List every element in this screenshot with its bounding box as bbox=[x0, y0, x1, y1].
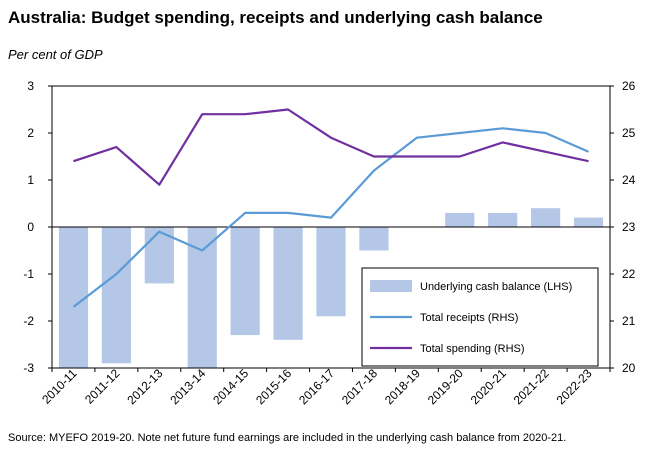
x-tick-label-2010-11: 2010-11 bbox=[39, 366, 80, 407]
chart-subtitle: Per cent of GDP bbox=[8, 47, 103, 62]
bar-cash-balance-2022-23 bbox=[573, 217, 604, 227]
x-tick-label-2019-20: 2019-20 bbox=[425, 366, 466, 407]
chart-source-note: Source: MYEFO 2019-20. Note net future f… bbox=[8, 432, 567, 444]
right-tick-label: 20 bbox=[622, 361, 636, 375]
left-tick-label: -3 bbox=[23, 361, 34, 375]
x-tick-label-2020-21: 2020-21 bbox=[468, 366, 509, 407]
x-tick-label-2013-14: 2013-14 bbox=[167, 366, 208, 407]
line-total-receipts-rhs bbox=[72, 127, 589, 308]
bar-cash-balance-2019-20 bbox=[445, 212, 475, 227]
left-tick-label: 3 bbox=[27, 79, 34, 93]
legend-label: Total receipts (RHS) bbox=[420, 312, 518, 324]
bar-cash-balance-2011-12 bbox=[101, 227, 131, 364]
x-tick-label-2012-13: 2012-13 bbox=[124, 366, 165, 407]
left-tick-label: -1 bbox=[23, 267, 34, 281]
x-tick-label-2016-17: 2016-17 bbox=[296, 366, 337, 407]
left-tick-label: 0 bbox=[27, 220, 34, 234]
x-tick-label-2021-22: 2021-22 bbox=[511, 366, 552, 407]
bar-cash-balance-2010-11 bbox=[58, 227, 89, 368]
legend-label: Underlying cash balance (LHS) bbox=[420, 281, 572, 293]
right-tick-label: 23 bbox=[622, 220, 636, 234]
right-tick-label: 25 bbox=[622, 126, 636, 140]
right-tick-label: 22 bbox=[622, 267, 636, 281]
right-tick-label: 24 bbox=[622, 173, 636, 187]
left-tick-label: 2 bbox=[27, 126, 34, 140]
x-tick-label-2015-16: 2015-16 bbox=[253, 366, 294, 407]
left-tick-label: -2 bbox=[23, 314, 34, 328]
right-tick-label: 21 bbox=[622, 314, 636, 328]
bar-cash-balance-2016-17 bbox=[316, 227, 346, 317]
bar-cash-balance-2021-22 bbox=[531, 208, 561, 227]
bar-cash-balance-2013-14 bbox=[187, 227, 217, 368]
bar-cash-balance-2020-21 bbox=[488, 212, 518, 227]
left-tick-label: 1 bbox=[27, 173, 34, 187]
x-tick-label-2011-12: 2011-12 bbox=[82, 366, 123, 407]
legend-swatch-bar bbox=[370, 280, 412, 292]
legend-label: Total spending (RHS) bbox=[420, 343, 525, 355]
x-tick-label-2018-19: 2018-19 bbox=[382, 366, 423, 407]
bar-cash-balance-2015-16 bbox=[273, 227, 303, 340]
line-total-spending-rhs bbox=[73, 108, 589, 186]
x-tick-label-2022-23: 2022-23 bbox=[554, 366, 595, 407]
x-tick-label-2014-15: 2014-15 bbox=[210, 366, 251, 407]
right-tick-label: 26 bbox=[622, 79, 636, 93]
bar-cash-balance-2014-15 bbox=[230, 227, 260, 336]
chart-title: Australia: Budget spending, receipts and… bbox=[8, 8, 543, 27]
x-tick-label-2017-18: 2017-18 bbox=[339, 366, 380, 407]
bar-cash-balance-2017-18 bbox=[359, 227, 389, 251]
